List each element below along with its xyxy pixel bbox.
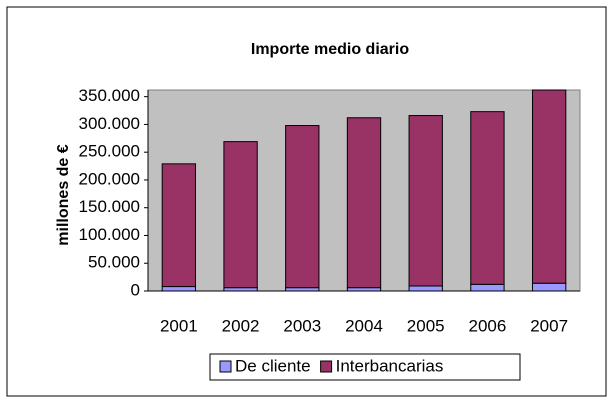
x-tick-label: 2004	[345, 316, 383, 335]
x-tick-label: 2001	[160, 316, 198, 335]
x-tick-label: 2005	[407, 316, 445, 335]
y-tick-label: 50.000	[88, 253, 140, 272]
x-tick-label: 2007	[530, 316, 568, 335]
y-tick-label: 300.000	[79, 114, 140, 133]
legend-box	[209, 353, 521, 381]
bar-segment	[285, 125, 320, 289]
legend-swatch	[320, 360, 333, 373]
legend-swatch	[219, 360, 232, 373]
chart-title: Importe medio diario	[251, 41, 409, 58]
y-tick-label: 350.000	[79, 86, 140, 105]
y-tick-label: 250.000	[79, 142, 140, 161]
bar-segment	[161, 286, 197, 292]
x-tick-label: 2006	[469, 316, 507, 335]
bar-segment	[470, 111, 505, 285]
bar-segment	[470, 283, 505, 292]
y-tick-label: 150.000	[79, 197, 140, 216]
bar-segment	[346, 117, 382, 289]
bar-segment	[408, 285, 443, 292]
y-tick-label: 100.000	[79, 225, 140, 244]
bar-segment	[531, 89, 567, 284]
y-tick-label: 0	[131, 280, 140, 299]
legend-label: Interbancarias	[336, 356, 444, 375]
legend-label: De cliente	[235, 356, 311, 375]
bar-segment	[223, 141, 258, 289]
y-tick-label: 200.000	[79, 169, 140, 188]
bar-segment	[531, 282, 567, 292]
x-tick-label: 2003	[283, 316, 321, 335]
x-tick-label: 2002	[222, 316, 260, 335]
bar-segment	[408, 115, 443, 287]
bar-segment	[161, 163, 197, 288]
y-axis-label: millones de €	[55, 144, 72, 245]
